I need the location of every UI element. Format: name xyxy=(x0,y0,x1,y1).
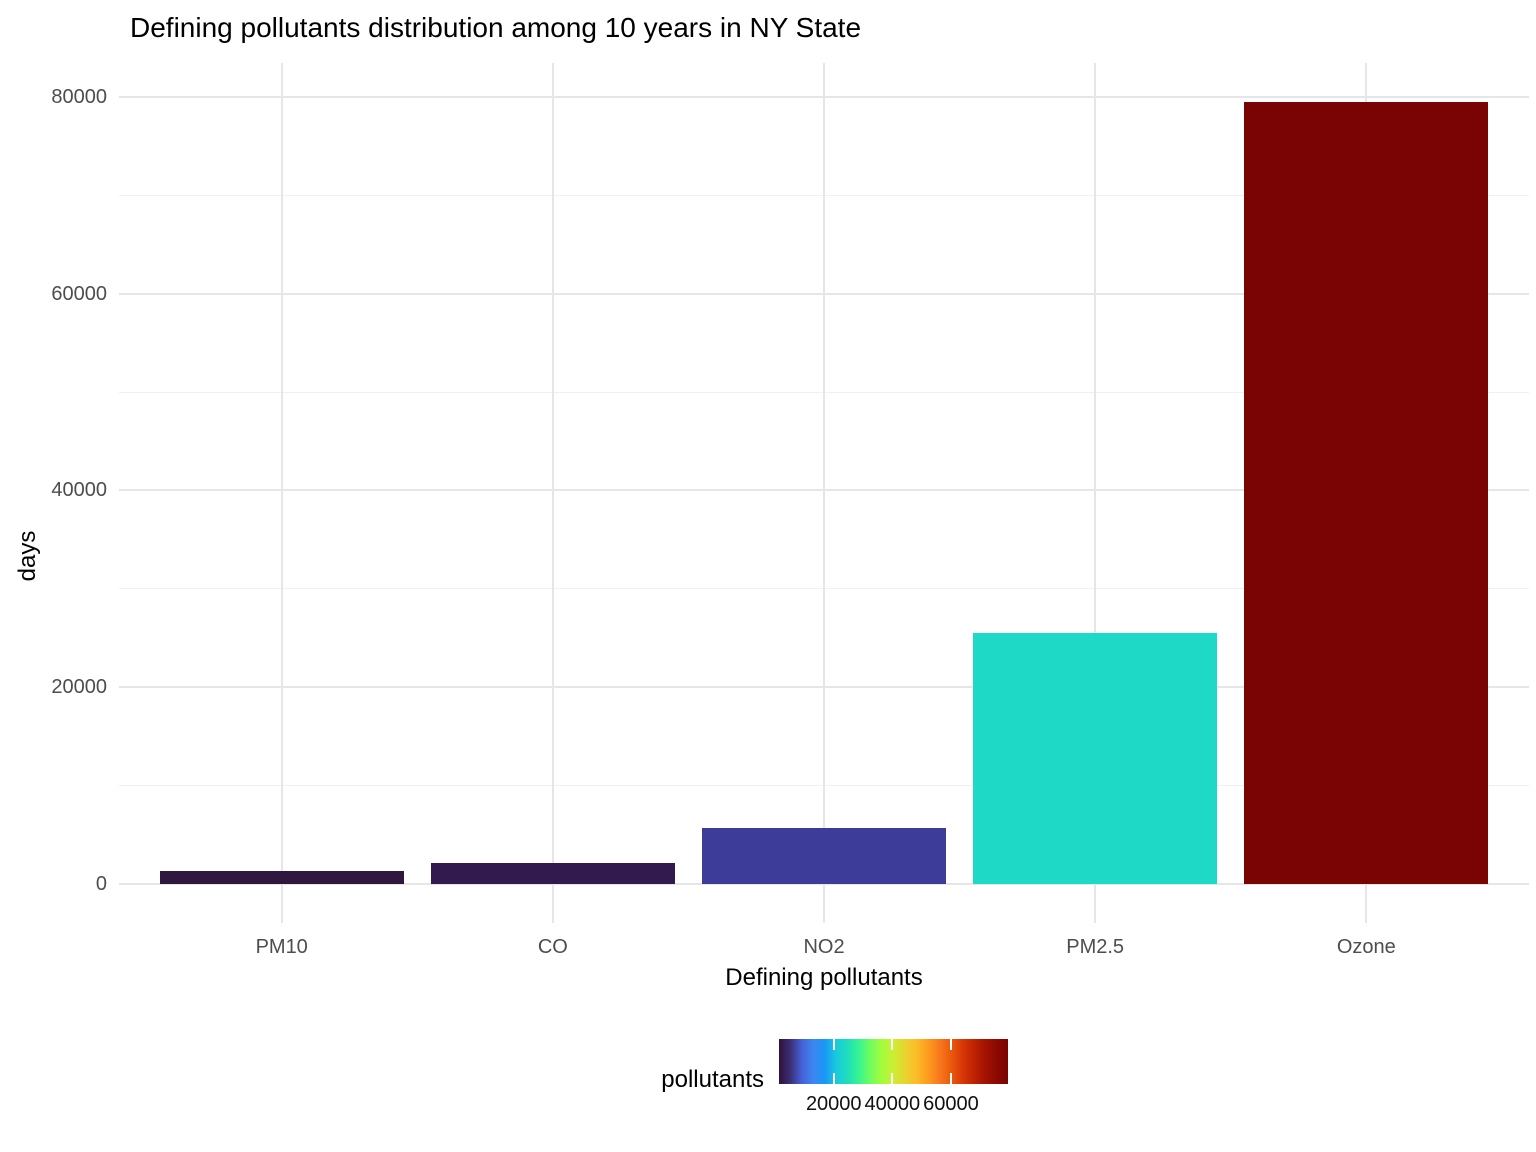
legend-tick-label-40000: 40000 xyxy=(864,1093,921,1115)
legend-tick-40000-top xyxy=(891,1039,894,1050)
bar-PM2.5 xyxy=(973,632,1218,884)
gridline-major-x-PM10 xyxy=(280,63,283,923)
bar-Ozone xyxy=(1244,101,1489,884)
x-tick-label-PM10: PM10 xyxy=(255,936,308,958)
y-tick-label-40000: 40000 xyxy=(51,479,107,502)
gridline-major-x-NO2 xyxy=(823,63,825,923)
bar-PM10 xyxy=(159,870,404,884)
chart-title: Defining pollutants distribution among 1… xyxy=(130,12,862,43)
x-tick-label-PM2.5: PM2.5 xyxy=(1066,936,1125,958)
gridline-major-x-CO xyxy=(551,63,554,923)
bar-CO xyxy=(430,863,675,884)
x-tick-label-Ozone: Ozone xyxy=(1336,936,1396,958)
plot-panel xyxy=(119,63,1529,923)
y-tick-label-0: 0 xyxy=(95,872,107,895)
gridline-major-x-PM2.5 xyxy=(1094,63,1097,923)
x-axis-title: Defining pollutants xyxy=(725,964,923,991)
x-tick-label-NO2: NO2 xyxy=(803,936,845,958)
legend-tick-20000-bottom xyxy=(832,1073,835,1084)
x-tick-label-CO: CO xyxy=(537,936,568,958)
legend-tick-20000-top xyxy=(832,1039,835,1050)
y-axis-title: days xyxy=(14,530,41,582)
legend-tick-60000-top xyxy=(949,1039,952,1050)
legend-tick-label-20000: 20000 xyxy=(805,1093,862,1115)
legend-tick-40000-bottom xyxy=(891,1073,894,1084)
y-tick-label-80000: 80000 xyxy=(51,86,107,108)
legend-tick-60000-bottom xyxy=(949,1073,952,1084)
legend-title: pollutants xyxy=(661,1065,764,1093)
legend-colorbar xyxy=(779,1039,1008,1084)
legend-tick-label-60000: 60000 xyxy=(923,1093,979,1115)
y-tick-label-20000: 20000 xyxy=(51,676,107,699)
y-tick-label-60000: 60000 xyxy=(51,282,107,305)
bar-NO2 xyxy=(701,827,946,884)
